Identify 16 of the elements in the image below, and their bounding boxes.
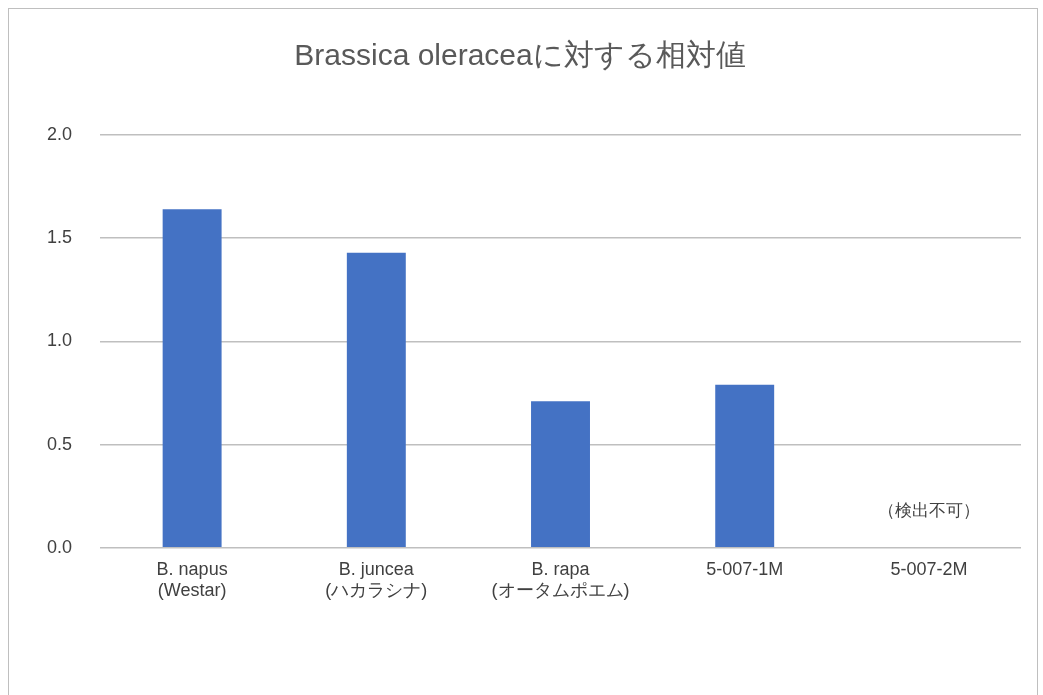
y-tick-label: 0.0 bbox=[46, 536, 73, 557]
x-tick-label: B. napus (Westar) bbox=[156, 558, 228, 601]
x-tick-label: 5-007-1M bbox=[706, 558, 784, 579]
x-tick-label: B. juncea (ハカラシナ) bbox=[325, 558, 428, 601]
y-tick-label: 1.0 bbox=[46, 330, 73, 351]
bar bbox=[531, 401, 590, 548]
annotation: （検出不可） bbox=[877, 501, 980, 521]
bar bbox=[162, 209, 222, 548]
x-tick-label: 5-007-2M bbox=[890, 558, 968, 579]
bar bbox=[715, 384, 775, 548]
chart-title: Brassica oleraceaに対する相対値 bbox=[294, 38, 746, 72]
y-tick-label: 0.5 bbox=[46, 433, 73, 454]
y-tick-label: 1.5 bbox=[46, 227, 73, 248]
y-tick-label: 2.0 bbox=[46, 123, 73, 144]
bar bbox=[346, 252, 406, 548]
x-tick-label: B. rapa (オータムポエム) bbox=[491, 558, 630, 601]
